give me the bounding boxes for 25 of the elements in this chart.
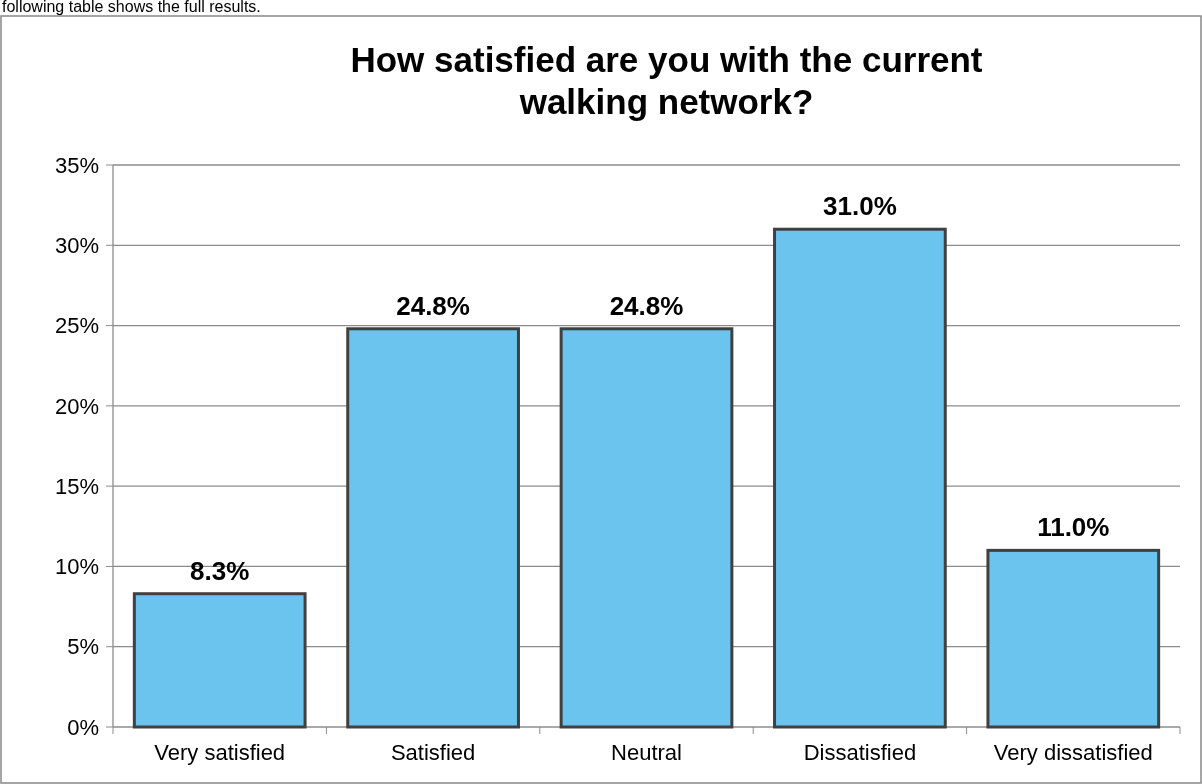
chart-title: How satisfied are you with the current walking network? <box>350 40 983 121</box>
text: following table shows the full results. <box>2 0 261 15</box>
y-tick-label: 10% <box>54 554 99 580</box>
x-tick-label: Very dissatisfied <box>993 740 1153 765</box>
x-tick-label: Very satisfied <box>154 740 286 765</box>
data-label: 31.0% <box>823 191 897 222</box>
data-label: 8.3% <box>190 555 250 586</box>
data-label: 11.0% <box>1037 512 1110 543</box>
bar <box>559 327 734 729</box>
y-tick-label: 5% <box>67 634 99 660</box>
y-tick-label: 25% <box>54 313 99 339</box>
data-label: 24.8% <box>396 290 470 321</box>
bar <box>773 227 947 729</box>
y-tick-label: 20% <box>54 393 99 419</box>
bar <box>346 327 520 729</box>
x-tick-label: Satisfied <box>390 740 476 765</box>
x-tick-label: Dissatisfied <box>803 740 917 765</box>
x-tick-label: Neutral <box>611 740 682 765</box>
y-tick-label: 15% <box>54 473 99 499</box>
y-tick-label: 35% <box>54 152 99 178</box>
bar <box>132 592 307 729</box>
y-tick-label: 0% <box>67 714 99 740</box>
bar <box>986 548 1161 729</box>
data-label: 24.8% <box>609 290 684 321</box>
y-tick-label: 30% <box>54 232 99 258</box>
